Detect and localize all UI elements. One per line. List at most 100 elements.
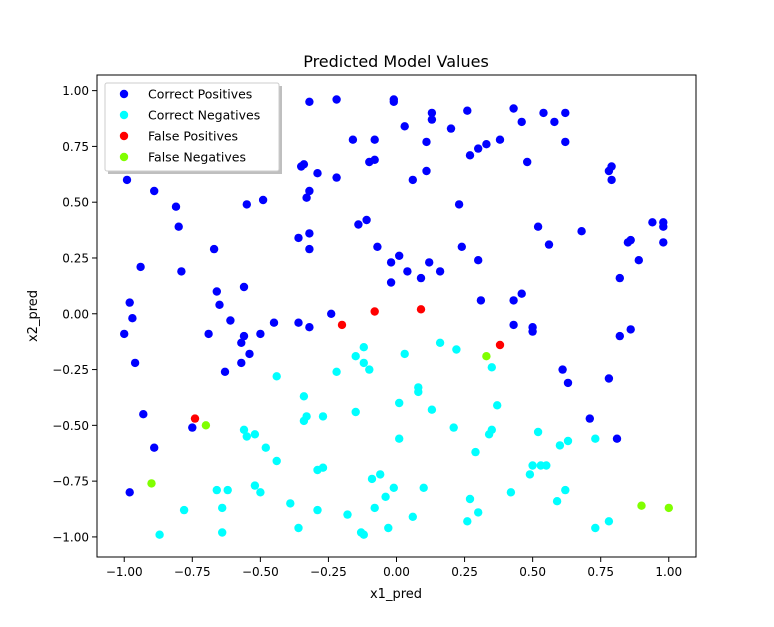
point-series-0-1 bbox=[150, 186, 159, 196]
y-tick-label-7: 0.75 bbox=[62, 140, 89, 154]
plot-marks bbox=[120, 95, 673, 539]
point-series-0-4 bbox=[177, 267, 186, 276]
point-series-0-95 bbox=[607, 162, 616, 171]
y-tick-label-5: 0.25 bbox=[62, 251, 89, 265]
point-series-0-55 bbox=[389, 97, 398, 107]
point-series-1-51 bbox=[471, 447, 480, 457]
point-series-0-66 bbox=[463, 106, 472, 115]
point-series-0-73 bbox=[476, 296, 486, 305]
point-series-0-103 bbox=[634, 256, 643, 265]
y-tick-label-2: −0.50 bbox=[52, 419, 89, 433]
point-series-1-35 bbox=[381, 492, 390, 501]
point-series-0-32 bbox=[302, 193, 311, 202]
point-series-2-3 bbox=[416, 305, 426, 314]
point-series-0-69 bbox=[482, 140, 491, 149]
point-series-1-41 bbox=[408, 512, 417, 521]
point-series-0-44 bbox=[370, 155, 379, 164]
point-series-0-98 bbox=[615, 331, 624, 341]
point-series-0-39 bbox=[332, 173, 341, 182]
point-series-0-77 bbox=[523, 157, 532, 167]
point-series-0-47 bbox=[294, 318, 303, 327]
point-series-1-47 bbox=[449, 423, 458, 432]
point-series-0-85 bbox=[539, 108, 548, 118]
point-series-3-0 bbox=[147, 479, 156, 488]
point-series-0-104 bbox=[648, 218, 657, 227]
point-series-0-61 bbox=[416, 273, 426, 283]
point-series-0-7 bbox=[128, 314, 137, 323]
point-series-1-38 bbox=[395, 398, 404, 408]
point-series-1-28 bbox=[359, 530, 368, 539]
x-tick-label-1: −0.75 bbox=[174, 565, 211, 579]
y-tick-label-3: −0.25 bbox=[52, 363, 89, 377]
point-series-0-2 bbox=[171, 202, 181, 211]
point-series-1-40 bbox=[400, 349, 409, 359]
point-series-0-17 bbox=[226, 316, 235, 325]
point-series-0-91 bbox=[563, 378, 573, 388]
point-series-1-37 bbox=[389, 483, 398, 492]
point-series-0-71 bbox=[457, 242, 466, 251]
legend-label-3: False Negatives bbox=[148, 150, 246, 165]
point-series-1-18 bbox=[302, 412, 311, 421]
point-series-0-53 bbox=[403, 267, 412, 276]
point-series-1-22 bbox=[318, 412, 328, 421]
point-series-1-6 bbox=[239, 425, 249, 434]
point-series-0-93 bbox=[604, 374, 614, 383]
x-axis: −1.00 −0.75 −0.50 −0.25 0.00 0.25 0.50 0.75 1.00 bbox=[106, 557, 682, 579]
point-series-1-7 bbox=[242, 432, 251, 441]
point-series-0-25 bbox=[245, 349, 254, 359]
point-series-2-4 bbox=[495, 340, 505, 350]
point-series-1-64 bbox=[555, 441, 565, 450]
point-series-0-58 bbox=[422, 166, 431, 176]
point-series-3-1 bbox=[201, 421, 211, 430]
point-series-1-9 bbox=[250, 481, 260, 490]
legend-marker-1 bbox=[119, 110, 129, 120]
point-series-1-48 bbox=[452, 345, 461, 354]
point-series-0-49 bbox=[327, 309, 336, 318]
x-tick-label-4: 0.00 bbox=[383, 565, 410, 579]
point-series-2-0 bbox=[190, 414, 200, 423]
point-series-0-83 bbox=[533, 222, 543, 231]
point-series-1-68 bbox=[591, 523, 600, 533]
point-series-0-57 bbox=[408, 175, 417, 185]
point-series-0-51 bbox=[386, 258, 396, 267]
point-series-1-8 bbox=[250, 430, 260, 439]
chart-title: Predicted Model Values bbox=[303, 52, 489, 71]
point-series-2-2 bbox=[370, 307, 379, 316]
point-series-0-40 bbox=[348, 135, 358, 144]
point-series-0-38 bbox=[332, 95, 341, 104]
point-series-0-13 bbox=[188, 423, 197, 432]
point-series-0-45 bbox=[370, 135, 379, 144]
point-series-0-22 bbox=[258, 195, 268, 205]
point-series-0-21 bbox=[242, 200, 251, 209]
point-series-3-2 bbox=[482, 352, 491, 361]
point-series-1-62 bbox=[542, 461, 551, 470]
point-series-0-30 bbox=[305, 229, 314, 238]
x-tick-label-5: 0.25 bbox=[451, 565, 478, 579]
point-series-1-31 bbox=[365, 365, 374, 374]
point-series-0-18 bbox=[204, 329, 213, 339]
point-series-1-43 bbox=[414, 387, 423, 397]
point-series-1-59 bbox=[528, 461, 537, 470]
point-series-0-90 bbox=[558, 365, 567, 374]
x-tick-label-6: 0.50 bbox=[519, 565, 546, 579]
point-series-0-78 bbox=[509, 296, 518, 305]
point-series-1-0 bbox=[155, 530, 164, 539]
legend: Correct Positives Correct Negatives False … bbox=[104, 82, 282, 174]
point-series-1-33 bbox=[370, 503, 379, 513]
point-series-0-99 bbox=[615, 273, 624, 283]
point-series-1-69 bbox=[604, 517, 614, 526]
point-series-1-57 bbox=[506, 488, 516, 497]
point-series-0-10 bbox=[139, 410, 148, 419]
point-series-0-64 bbox=[427, 115, 437, 124]
point-series-1-65 bbox=[561, 485, 570, 495]
y-tick-label-6: 0.50 bbox=[62, 196, 89, 210]
point-series-0-37 bbox=[313, 169, 322, 178]
x-axis-label: x1_pred bbox=[370, 587, 422, 602]
point-series-1-1 bbox=[179, 505, 189, 515]
point-series-0-92 bbox=[585, 414, 594, 423]
point-series-0-42 bbox=[362, 215, 371, 225]
point-series-0-75 bbox=[509, 104, 518, 113]
point-series-1-11 bbox=[261, 443, 270, 452]
point-series-0-106 bbox=[659, 222, 668, 231]
point-series-0-84 bbox=[544, 240, 554, 249]
